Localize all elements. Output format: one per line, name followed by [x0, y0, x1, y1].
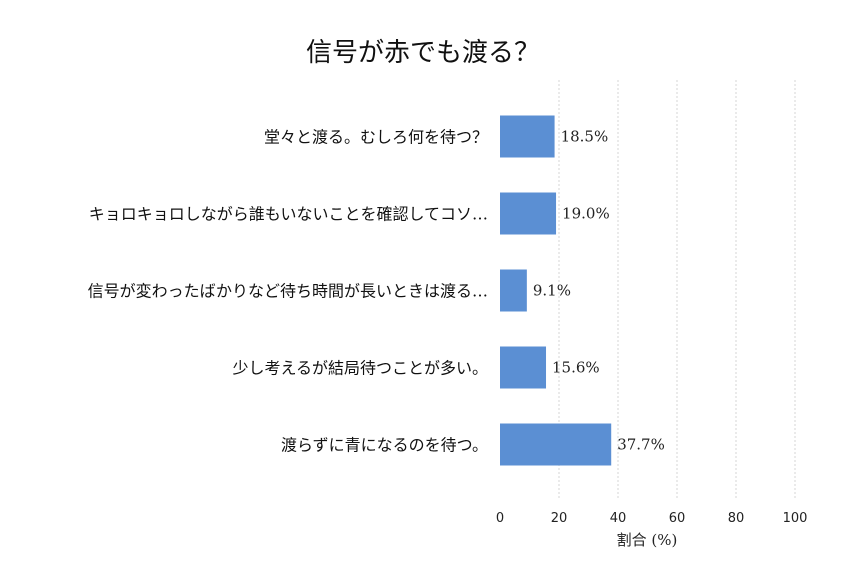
x-tick-label: 80 — [728, 511, 745, 526]
category-labels: 堂々と渡る。むしろ何を待つ？ キョロキョロしながら誰もいないことを確認してコソ… 信… — [88, 128, 488, 455]
bar — [500, 423, 612, 466]
category-label: 堂々と渡る。むしろ何を待つ？ — [264, 128, 488, 147]
category-label: 少し考えるが結局待つことが多い。 — [232, 359, 488, 378]
x-axis-label: 割合 (%) — [617, 531, 678, 549]
x-axis-ticks: 0 20 40 60 80 100 — [496, 511, 808, 526]
bar — [500, 269, 527, 312]
bar — [500, 115, 555, 158]
x-tick-label: 100 — [783, 511, 808, 526]
x-tick-label: 0 — [496, 511, 504, 526]
data-label: 18.5% — [561, 128, 609, 146]
category-label: 信号が変わったばかりなど待ち時間が長いときは渡る… — [88, 282, 488, 301]
bar — [500, 346, 547, 389]
x-tick-label: 60 — [669, 511, 686, 526]
category-label: キョロキョロしながら誰もいないことを確認してコソ… — [89, 205, 488, 224]
data-label: 19.0% — [562, 205, 610, 223]
data-label: 9.1% — [533, 282, 571, 300]
data-label: 15.6% — [552, 359, 600, 377]
bar — [500, 192, 557, 235]
bars — [500, 115, 612, 466]
category-label: 渡らずに青になるのを待つ。 — [281, 436, 488, 455]
x-tick-label: 20 — [551, 511, 568, 526]
chart-title: 信号が赤でも渡る？ — [306, 38, 540, 68]
x-tick-label: 40 — [610, 511, 627, 526]
value-labels: 18.5% 19.0% 9.1% 15.6% 37.7% — [533, 128, 665, 454]
data-label: 37.7% — [617, 436, 665, 454]
